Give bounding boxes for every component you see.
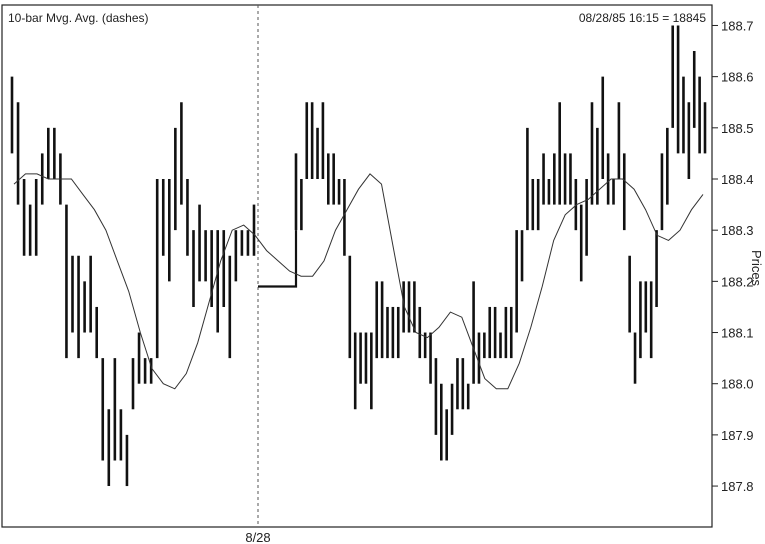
y-tick-label: 188.2 bbox=[721, 274, 754, 289]
y-tick-label: 188.3 bbox=[721, 223, 754, 238]
y-tick-label: 187.8 bbox=[721, 479, 754, 494]
y-tick-label: 188.0 bbox=[721, 377, 754, 392]
chart-title-left: 10-bar Mvg. Avg. (dashes) bbox=[8, 11, 149, 25]
y-tick-label: 187.9 bbox=[721, 428, 754, 443]
x-marker-label: 8/28 bbox=[245, 530, 270, 544]
plot-frame bbox=[1, 4, 713, 528]
moving-average-line bbox=[13, 173, 704, 390]
y-tick-label: 188.5 bbox=[721, 121, 754, 136]
y-axis-ticks: 188.7 188.6 188.5 188.4 188.3 188.2 188.1 188.0… bbox=[712, 18, 754, 494]
price-bars bbox=[10, 25, 707, 487]
y-tick-label: 188.1 bbox=[721, 326, 754, 341]
y-axis-label: Prices bbox=[749, 250, 764, 287]
y-tick-label: 188.7 bbox=[721, 18, 754, 33]
y-tick-label: 188.4 bbox=[721, 172, 754, 187]
gap-connector-line bbox=[258, 230, 298, 288]
y-tick-label: 188.6 bbox=[721, 70, 754, 85]
chart-title-right: 08/28/85 16:15 = 18845 bbox=[579, 11, 706, 25]
